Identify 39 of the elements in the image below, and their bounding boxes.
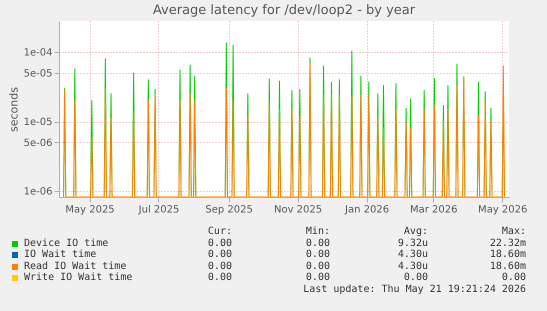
text: 0.00	[206, 249, 232, 260]
text: Max:	[500, 226, 526, 238]
y-tick-label: 5e-06	[24, 138, 52, 149]
x-tick-label: May 2026	[478, 204, 528, 216]
y-tick-label: 5e-05	[24, 68, 52, 80]
legend-label: Device IO time	[24, 238, 110, 249]
text: 0.00	[304, 238, 330, 249]
x-tick-label: Mar 2026	[410, 204, 458, 216]
text: Cur:	[206, 226, 232, 238]
chart-title: Average latency for /dev/loop2 - by year	[152, 3, 416, 18]
y-axis-title: seconds	[8, 86, 21, 132]
x-tick-label: May 2025	[65, 204, 115, 216]
y-tick-label: 1e-05	[24, 117, 52, 128]
y-tick-label: 1e-06	[24, 186, 52, 198]
legend-label: Read IO Wait time	[24, 260, 128, 272]
text: 18.60m	[488, 260, 526, 272]
text: 4.30u	[396, 249, 428, 260]
text: 9.32u	[396, 238, 428, 249]
text: 0.00	[304, 260, 330, 272]
text: 0.00	[500, 272, 526, 284]
text: Min:	[304, 226, 330, 238]
text: 0.00	[304, 249, 330, 260]
y-tick-label: 1e-04	[24, 48, 52, 59]
text: Last update: Thu May 21 19:21:24 2026	[302, 284, 526, 295]
text: 0.00	[206, 272, 232, 284]
text: 4.30u	[396, 260, 428, 272]
text: 0.00	[304, 272, 330, 284]
text: 18.60m	[488, 249, 526, 260]
x-tick-label: Jan 2026	[344, 204, 390, 216]
text: 0.00	[206, 238, 232, 249]
x-tick-label: Sep 2025	[205, 204, 253, 216]
text: Avg:	[402, 226, 428, 238]
legend-label: IO Wait time	[24, 249, 98, 260]
text: 0.00	[402, 272, 428, 284]
x-tick-label: Jul 2025	[138, 204, 180, 216]
text: 0.00	[206, 260, 232, 272]
text: 22.32m	[488, 238, 526, 249]
legend-label: Write IO Wait time	[24, 272, 134, 284]
x-tick-label: Nov 2025	[274, 204, 322, 216]
